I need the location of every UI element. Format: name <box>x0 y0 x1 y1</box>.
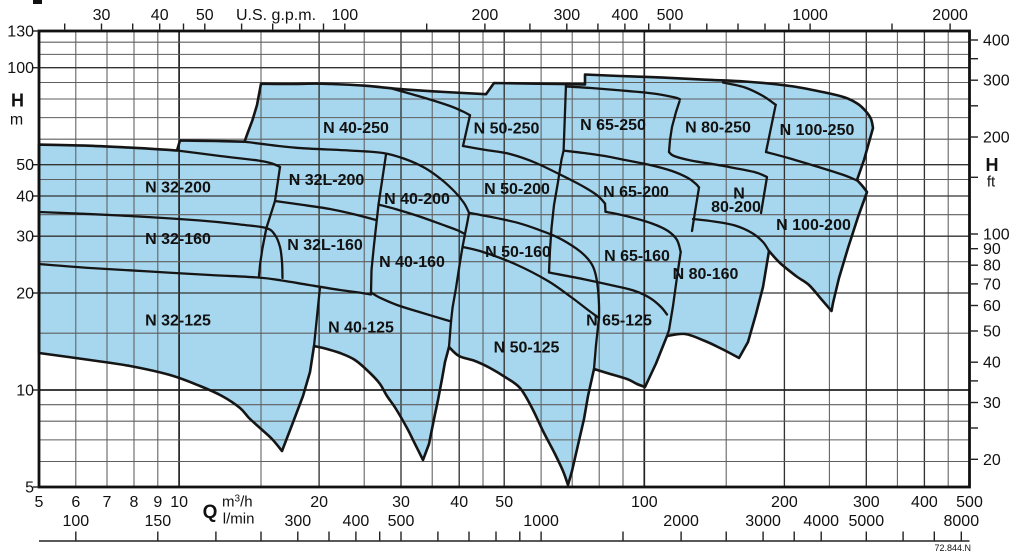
svg-text:100: 100 <box>7 60 34 77</box>
svg-text:100: 100 <box>631 494 658 511</box>
svg-text:5: 5 <box>25 480 34 497</box>
svg-text:N 32-160: N 32-160 <box>145 231 211 248</box>
svg-text:40: 40 <box>450 494 468 511</box>
svg-text:N 32-200: N 32-200 <box>145 180 211 197</box>
svg-text:2000: 2000 <box>663 513 699 530</box>
svg-text:500: 500 <box>956 494 983 511</box>
svg-text:N 40-160: N 40-160 <box>379 254 445 271</box>
svg-text:N 50-125: N 50-125 <box>494 340 560 357</box>
svg-text:N 32L-160: N 32L-160 <box>287 237 363 254</box>
svg-text:60: 60 <box>983 298 1001 315</box>
svg-text:N 40-250: N 40-250 <box>323 120 389 137</box>
svg-text:3000: 3000 <box>745 513 781 530</box>
svg-text:200: 200 <box>472 7 499 24</box>
svg-text:N 50-250: N 50-250 <box>474 121 540 138</box>
svg-text:N 32-125: N 32-125 <box>145 313 211 330</box>
svg-text:30: 30 <box>392 494 410 511</box>
svg-text:200: 200 <box>983 130 1010 147</box>
svg-text:80: 80 <box>983 258 1001 275</box>
svg-text:8000: 8000 <box>944 513 980 530</box>
svg-text:20: 20 <box>16 286 34 303</box>
svg-text:40: 40 <box>16 189 34 206</box>
svg-text:300: 300 <box>553 7 580 24</box>
svg-text:8: 8 <box>130 494 139 511</box>
svg-text:50: 50 <box>983 324 1001 341</box>
svg-text:50: 50 <box>196 7 214 24</box>
svg-text:6: 6 <box>71 494 80 511</box>
svg-text:400: 400 <box>911 494 938 511</box>
svg-text:300: 300 <box>853 494 880 511</box>
svg-text:300: 300 <box>284 513 311 530</box>
svg-text:50: 50 <box>495 494 513 511</box>
svg-text:30: 30 <box>16 229 34 246</box>
svg-text:100: 100 <box>62 513 89 530</box>
svg-text:N 40-125: N 40-125 <box>328 320 394 337</box>
svg-text:N: N <box>733 186 745 203</box>
svg-text:1000: 1000 <box>523 513 559 530</box>
svg-text:50: 50 <box>16 157 34 174</box>
svg-text:H: H <box>986 155 999 175</box>
svg-text:10: 10 <box>170 494 188 511</box>
svg-text:5000: 5000 <box>849 513 885 530</box>
svg-text:N 100-200: N 100-200 <box>776 217 851 234</box>
svg-text:2000: 2000 <box>932 7 968 24</box>
svg-text:30: 30 <box>983 395 1001 412</box>
svg-text:150: 150 <box>144 513 171 530</box>
svg-text:100: 100 <box>983 227 1010 244</box>
svg-text:300: 300 <box>983 73 1010 90</box>
svg-text:130: 130 <box>7 24 34 41</box>
svg-text:400: 400 <box>343 513 370 530</box>
svg-text:N 40-200: N 40-200 <box>384 191 450 208</box>
svg-text:ft: ft <box>987 174 996 191</box>
svg-text:N 100-250: N 100-250 <box>780 122 855 139</box>
svg-text:7: 7 <box>103 494 112 511</box>
svg-text:5: 5 <box>35 494 44 511</box>
svg-text:l/min: l/min <box>223 511 255 528</box>
svg-text:N 80-160: N 80-160 <box>673 266 739 283</box>
svg-text:N 32L-200: N 32L-200 <box>289 172 365 189</box>
svg-text:400: 400 <box>983 33 1010 50</box>
svg-text:N 80-250: N 80-250 <box>685 120 751 137</box>
svg-text:40: 40 <box>151 7 169 24</box>
svg-text:N 50-160: N 50-160 <box>485 244 551 261</box>
svg-text:10: 10 <box>16 383 34 400</box>
svg-text:4000: 4000 <box>803 513 839 530</box>
svg-text:400: 400 <box>612 7 639 24</box>
svg-text:N 65-125: N 65-125 <box>586 313 652 330</box>
svg-text:90: 90 <box>983 241 1001 258</box>
svg-text:200: 200 <box>771 494 798 511</box>
svg-text:m: m <box>10 112 23 129</box>
svg-text:500: 500 <box>388 513 415 530</box>
svg-text:H: H <box>11 91 24 111</box>
svg-text:Q: Q <box>203 502 218 523</box>
svg-text:N 50-200: N 50-200 <box>484 181 550 198</box>
svg-text:20: 20 <box>310 494 328 511</box>
svg-text:9: 9 <box>153 494 162 511</box>
svg-text:80-200: 80-200 <box>711 199 761 216</box>
svg-text:N 65-160: N 65-160 <box>604 248 670 265</box>
svg-text:m3/h: m3/h <box>222 494 253 511</box>
svg-text:N 65-250: N 65-250 <box>580 117 646 134</box>
svg-text:72.844.N: 72.844.N <box>934 543 971 553</box>
svg-text:30: 30 <box>93 7 111 24</box>
svg-text:500: 500 <box>657 7 684 24</box>
svg-text:100: 100 <box>331 7 358 24</box>
svg-text:U.S. g.p.m.: U.S. g.p.m. <box>236 7 316 24</box>
svg-text:N 65-200: N 65-200 <box>603 184 669 201</box>
svg-text:20: 20 <box>983 452 1001 469</box>
svg-text:1000: 1000 <box>792 7 828 24</box>
svg-text:40: 40 <box>983 355 1001 372</box>
svg-text:70: 70 <box>983 276 1001 293</box>
